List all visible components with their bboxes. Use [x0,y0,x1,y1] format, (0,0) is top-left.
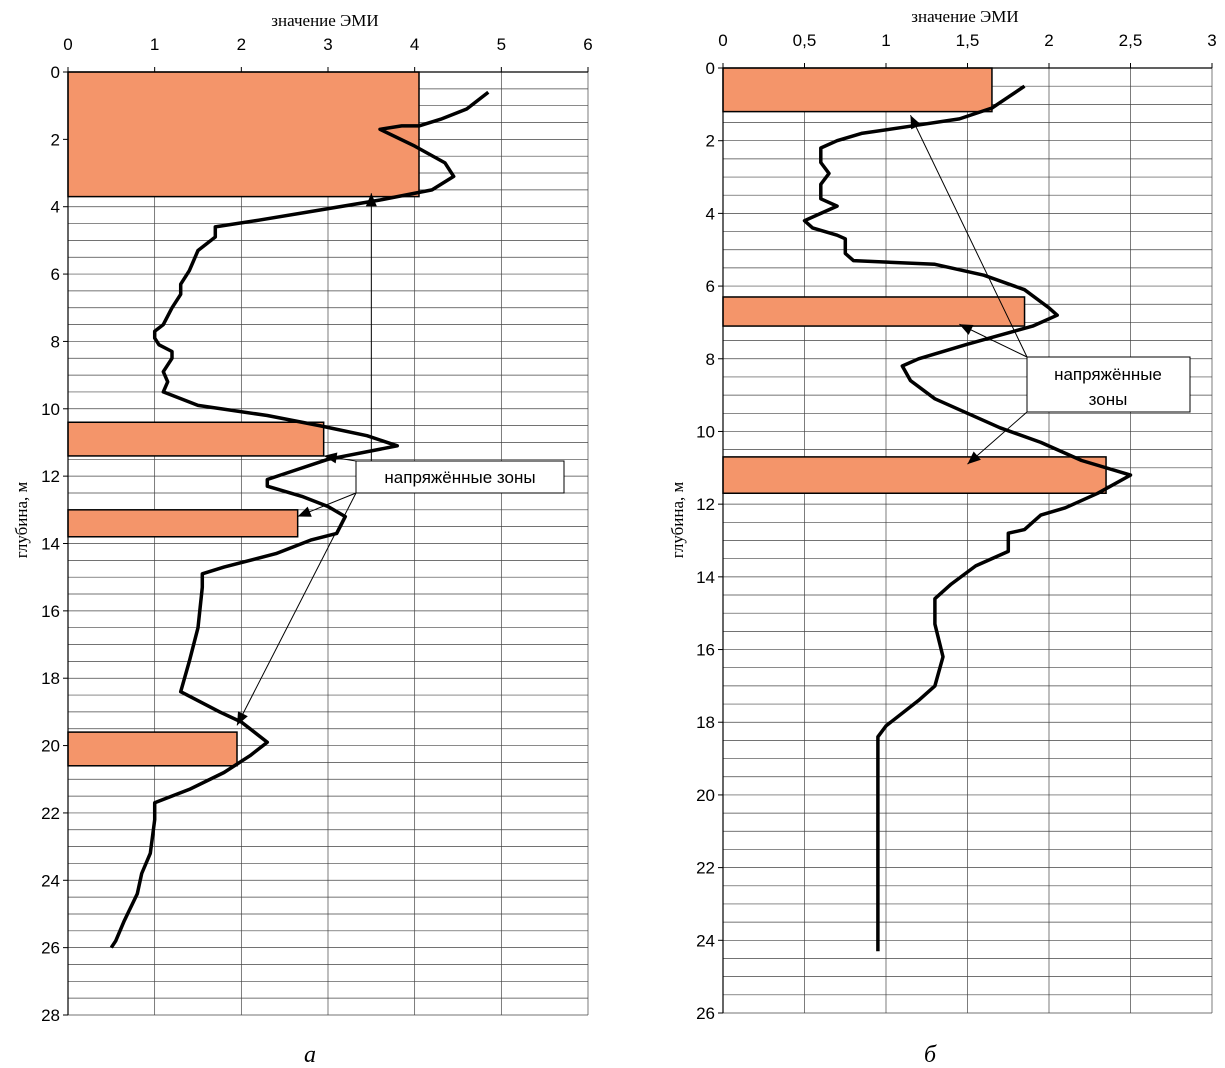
y-tick-label: 26 [696,1004,715,1023]
y-tick-label: 6 [51,265,60,284]
x-tick-label: 0 [718,31,727,50]
stress-zone-bar [722,456,1107,494]
x-tick-label: 3 [323,35,332,54]
y-tick-label: 20 [696,786,715,805]
y-tick-label: 4 [51,198,60,217]
y-tick-label: 0 [706,59,715,78]
y-tick-label: 2 [706,132,715,151]
panel-caption: а [304,1042,316,1068]
y-tick-label: 22 [41,804,60,823]
annotation-label: напряжённые зоны [384,468,535,487]
y-tick-label: 20 [41,737,60,756]
y-tick-label: 4 [706,204,715,223]
y-tick-label: 16 [696,641,715,660]
x-tick-label: 6 [583,35,592,54]
stress-zone-bar [67,421,325,457]
y-tick-label: 8 [51,332,60,351]
annotation-box [355,460,565,494]
y-tick-label: 6 [706,277,715,296]
emi-profile-line [109,90,490,949]
x-tick-label: 1 [881,31,890,50]
annotation-arrows [909,115,1028,465]
x-tick-label: 4 [410,35,419,54]
annotation-arrows [236,193,377,726]
y-tick-label: 18 [41,669,60,688]
y-tick-label: 24 [41,871,60,890]
y-tick-label: 10 [41,400,60,419]
arrow-head [323,452,338,464]
x-tick-label: 0,5 [793,31,817,50]
arrow-head [967,451,981,465]
arrow-head [910,115,922,130]
y-tick-label: 12 [41,467,60,486]
emi-profile-line [802,84,1133,952]
gridlines [67,71,589,1016]
stress-zone-bar [722,67,993,113]
x-tick-label: 5 [497,35,506,54]
gridlines [722,67,1213,1014]
x-tick-label: 2 [237,35,246,54]
stress-zone-bar [67,509,299,538]
annotation-label: зоны [1089,390,1128,409]
x-tick-label: 0 [63,35,72,54]
y-tick-label: 28 [41,1006,60,1025]
annotation-arrow [236,492,357,726]
annotation-arrow [967,411,1028,465]
x-tick-label: 2,5 [1119,31,1143,50]
arrow-head [959,324,974,335]
y-tick-label: 22 [696,859,715,878]
stress-zone-bar [67,731,238,767]
y-tick-label: 18 [696,713,715,732]
x-tick-label: 1,5 [956,31,980,50]
arrow-head [365,193,377,207]
annotation-label: напряжённые [1054,365,1162,384]
annotation-arrow [909,115,1028,358]
y-tick-label: 26 [41,939,60,958]
y-tick-label: 0 [51,63,60,82]
zones [722,67,1107,494]
stress-zone-bar [722,296,1026,327]
y-tick-label: 14 [696,568,715,587]
arrow-head [297,506,312,517]
annotation-box [1026,356,1191,413]
y-tick-label: 16 [41,602,60,621]
y-tick-label: 2 [51,130,60,149]
x-axis-title: значение ЭМИ [271,11,378,30]
zones [67,71,420,767]
y-axis-title: глубина, м [12,482,31,559]
y-tick-label: 24 [696,931,715,950]
y-tick-label: 12 [696,495,715,514]
panel-caption: б [924,1042,937,1068]
x-axis-title: значение ЭМИ [911,7,1018,26]
arrow-head [237,711,248,726]
x-tick-label: 2 [1044,31,1053,50]
y-tick-label: 14 [41,535,60,554]
y-tick-label: 8 [706,350,715,369]
chart-b: 0 0,5 1 1,5 2 2,5 302468101214161820222426знач… [668,7,1217,1068]
stress-zone-bar [67,71,420,198]
y-axis-title: глубина, м [668,482,687,559]
y-tick-label: 10 [696,422,715,441]
chart-a: 0 1 2 3 4 5 60246810121416182022242628значение… [12,11,593,1068]
x-tick-label: 1 [150,35,159,54]
x-tick-label: 3 [1207,31,1216,50]
